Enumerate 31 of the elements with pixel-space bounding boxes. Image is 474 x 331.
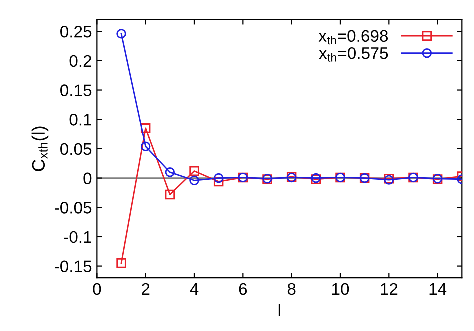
x-tick-label: 14	[430, 284, 447, 295]
x-tick-label: 6	[239, 283, 248, 296]
y-tick-label: -0.15	[55, 260, 92, 273]
x-tick-label: 4	[190, 284, 199, 295]
x-tick-label: 10	[332, 283, 350, 296]
point	[140, 142, 151, 152]
point	[190, 166, 200, 176]
y-tick-label: 0.15	[60, 84, 92, 96]
x-tick-label: 2	[142, 283, 150, 295]
x-tick-label: 12	[381, 283, 398, 295]
y-tick-label: 0.05	[60, 143, 92, 156]
point	[140, 124, 151, 134]
y-tick-label: 0.25	[60, 26, 92, 38]
point	[116, 29, 126, 39]
y-tick-label: 0	[84, 172, 92, 184]
y-tick-label: -0.1	[64, 231, 92, 244]
x-tick-label: 8	[288, 283, 296, 296]
point	[165, 168, 176, 178]
point	[214, 176, 224, 187]
point	[165, 190, 176, 200]
point	[190, 176, 200, 186]
y-axis-title: C$_{xth}$(l)	[32, 126, 49, 172]
legend-label: x$_{th}$=0.575	[319, 47, 388, 62]
y-tick-label: 0.1	[70, 114, 92, 126]
y-tick-label: 0.2	[70, 55, 92, 68]
y-tick-label: -0.05	[55, 202, 92, 214]
point	[214, 173, 224, 184]
point	[116, 258, 126, 268]
legend-label: x$_{th}$=0.698	[318, 30, 388, 45]
x-tick-label: 0	[93, 283, 102, 296]
x-axis-title: l	[278, 304, 280, 316]
